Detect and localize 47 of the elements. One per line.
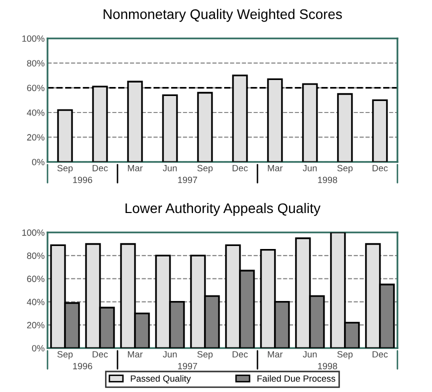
x-tick-label: Mar [128, 351, 143, 358]
x-tick-label: Jun [162, 165, 177, 172]
y-tick-label: 80% [27, 60, 44, 66]
x-tick-label: Mar [128, 165, 143, 172]
text: 1996 [73, 362, 92, 370]
y-tick-label: 100% [22, 35, 44, 42]
y-tick-label: 40% [26, 298, 44, 306]
text: 1996 [73, 176, 92, 184]
y-tick-label: 0% [32, 345, 44, 352]
y-tick-label: 0% [32, 158, 44, 166]
x-tick-label: Sep [337, 351, 353, 360]
y-tick-label: 40% [26, 109, 44, 116]
x-tick-label: Sep [197, 164, 213, 174]
x-tick-label: Dec [372, 165, 388, 172]
x-tick-label: Dec [232, 165, 248, 172]
x-tick-label: Sep [197, 351, 213, 360]
legend-label: Passed Quality [130, 375, 191, 384]
x-tick-label: Dec [92, 351, 108, 358]
y-tick-label: 20% [27, 134, 44, 141]
text: 1997 [178, 176, 198, 184]
bar [372, 99, 388, 162]
chart-title: Lower Authority Appeals Quality [126, 202, 321, 216]
chart-title: Nonmonetary Quality Weighted Scores [104, 8, 342, 22]
y-tick-label: 80% [27, 252, 44, 259]
x-tick-label: Sep [337, 164, 353, 174]
legend-label: Failed Due Process [258, 375, 336, 382]
x-tick-label: Mar [268, 351, 283, 358]
text: 1998 [318, 176, 338, 184]
y-tick-label: 60% [27, 276, 44, 282]
x-tick-label: Dec [232, 351, 248, 358]
text: 1997 [178, 362, 198, 370]
x-tick-label: Jun [162, 351, 177, 358]
x-tick-label: Mar [268, 165, 283, 172]
x-tick-label: Dec [92, 165, 108, 172]
y-tick-label: 20% [27, 322, 44, 328]
bar [197, 92, 213, 162]
y-tick-label: 100% [22, 229, 44, 236]
x-tick-label: Jun [302, 165, 317, 172]
bar [162, 94, 178, 162]
bar [57, 109, 73, 162]
x-tick-label: Dec [372, 351, 388, 358]
x-tick-label: Jun [302, 351, 317, 358]
text: 1998 [318, 362, 338, 370]
bar [337, 93, 353, 162]
x-tick-label: Sep [57, 164, 73, 174]
x-tick-label: Sep [57, 351, 73, 360]
y-tick-label: 60% [27, 84, 44, 92]
